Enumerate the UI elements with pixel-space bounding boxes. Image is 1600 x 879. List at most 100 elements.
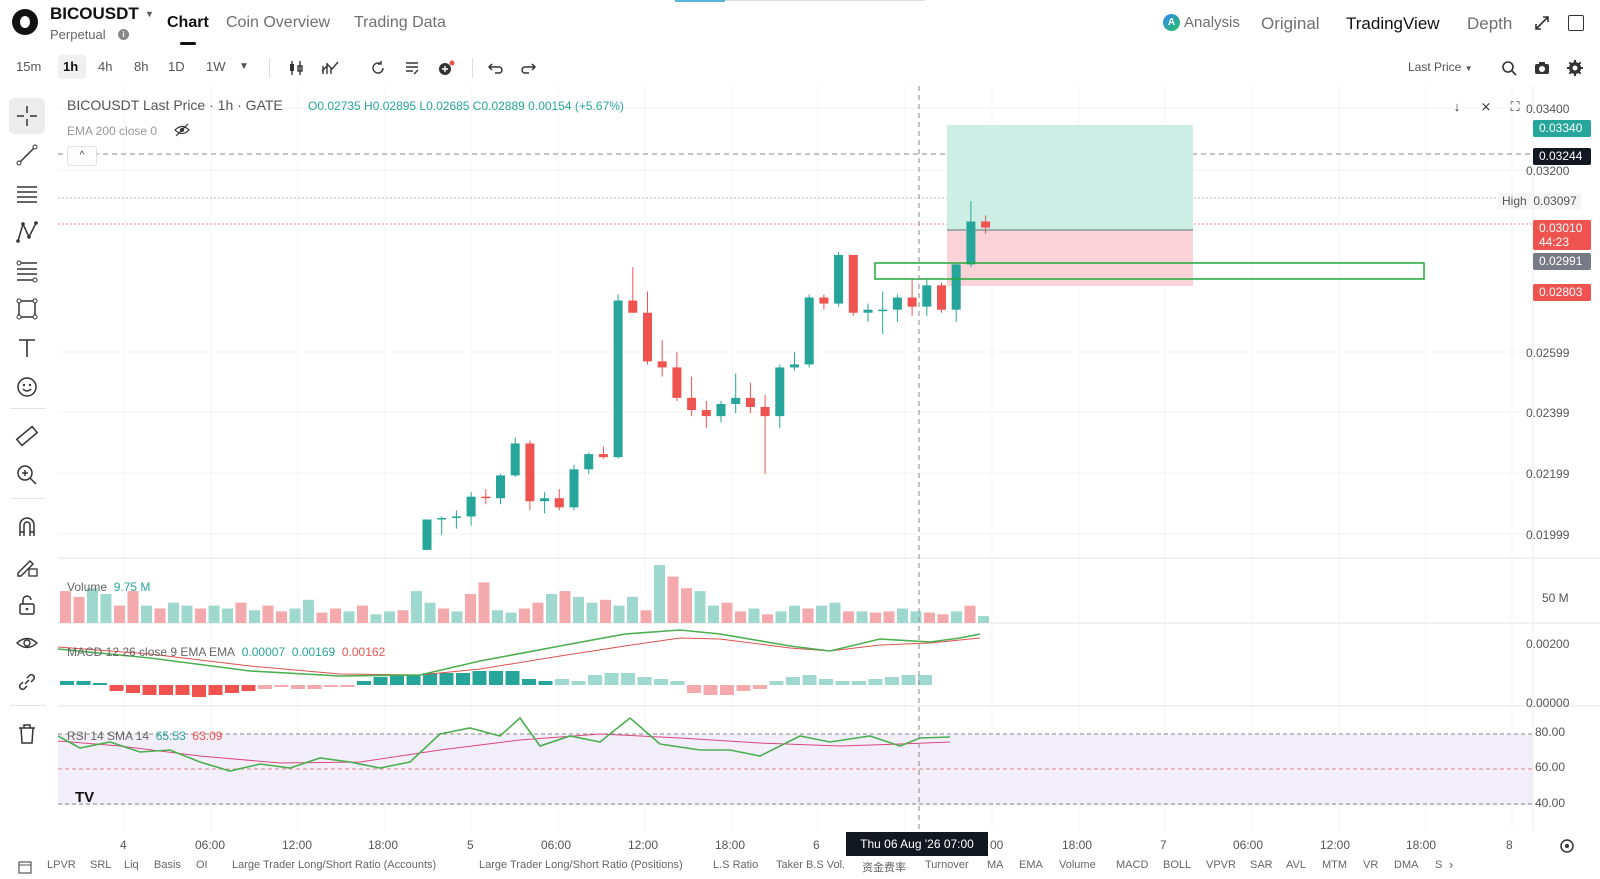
- indicator-basis[interactable]: Basis: [154, 859, 181, 871]
- horizontal-lines-icon[interactable]: [14, 181, 40, 207]
- ema-indicator-label[interactable]: EMA 200 close 0: [67, 124, 158, 138]
- timeframe-1w[interactable]: 1W: [206, 59, 226, 74]
- templates-icon[interactable]: [402, 58, 422, 78]
- indicator-taker-vol[interactable]: Taker B.S Vol.: [776, 859, 846, 871]
- indicator-ls-positions[interactable]: Large Trader Long/Short Ratio (Positions…: [479, 859, 683, 871]
- trend-line-icon[interactable]: [14, 142, 40, 168]
- timeframe-4h[interactable]: 4h: [98, 59, 113, 74]
- settings-gear-icon[interactable]: [1565, 58, 1585, 78]
- expand-icon[interactable]: [1534, 15, 1550, 31]
- crosshair-time-label: Thu 06 Aug '26 07:00: [846, 832, 988, 856]
- loss-zone[interactable]: [947, 230, 1193, 286]
- macd-bar: [538, 681, 553, 685]
- timeframe-dropdown-icon[interactable]: ▼: [239, 61, 249, 72]
- indicator-ls-ratio[interactable]: L.S Ratio: [713, 859, 759, 871]
- draw-mode-icon[interactable]: [14, 553, 40, 579]
- volume-bar: [195, 608, 206, 623]
- indicator-avl[interactable]: AVL: [1286, 859, 1306, 871]
- time-tick: 6: [813, 838, 820, 852]
- indicators-icon[interactable]: [320, 58, 340, 78]
- fullscreen-icon[interactable]: [1568, 15, 1584, 31]
- symbol-selector[interactable]: BICOUSDT: [50, 4, 139, 23]
- volume-bar: [343, 611, 355, 623]
- indicator-ma[interactable]: MA: [987, 859, 1004, 871]
- replay-icon[interactable]: [368, 58, 388, 78]
- indicator-ls-accounts[interactable]: Large Trader Long/Short Ratio (Accounts): [232, 859, 437, 871]
- candle-body: [466, 496, 476, 517]
- indicator-macd[interactable]: MACD: [1116, 859, 1149, 871]
- zone-rectangle[interactable]: [874, 262, 1425, 280]
- indicator-oi[interactable]: OI: [196, 859, 208, 871]
- calendar-icon[interactable]: [18, 860, 32, 874]
- symbol-caret-icon[interactable]: ▼: [145, 9, 154, 19]
- indicator-ema[interactable]: EMA: [1019, 859, 1043, 871]
- text-tool-icon[interactable]: [14, 335, 40, 361]
- rectangle-icon[interactable]: [14, 296, 40, 322]
- indicator-vr[interactable]: VR: [1363, 859, 1379, 871]
- zoom-in-icon[interactable]: [14, 462, 40, 488]
- indicator-boll[interactable]: BOLL: [1163, 859, 1192, 871]
- analysis-button[interactable]: Analysis: [1184, 14, 1240, 31]
- indicator-srl[interactable]: SRL: [90, 859, 112, 871]
- analysis-icon[interactable]: A: [1163, 14, 1180, 31]
- price-source-select[interactable]: Last Price ▼: [1408, 60, 1473, 74]
- link-icon[interactable]: [14, 669, 40, 695]
- volume-bar: [775, 611, 787, 623]
- indicator-turnover[interactable]: Turnover: [925, 859, 969, 871]
- arrow-down-icon[interactable]: ↓: [1453, 99, 1461, 114]
- volume-bar: [640, 610, 652, 623]
- indicator-mtm[interactable]: MTM: [1322, 859, 1348, 871]
- hidden-eye-icon[interactable]: [173, 123, 191, 137]
- indicator-liq[interactable]: Liq: [124, 859, 139, 871]
- volume-bar: [289, 608, 301, 623]
- undo-icon[interactable]: [486, 58, 506, 78]
- magnet-icon[interactable]: [14, 514, 40, 540]
- macd-bar: [786, 677, 800, 685]
- search-icon[interactable]: [1499, 58, 1519, 78]
- time-settings-gear-icon[interactable]: [1558, 837, 1576, 855]
- indicator-funding-rate[interactable]: 资金费率: [862, 862, 906, 874]
- last-price-value: 0.03010: [1539, 221, 1583, 235]
- volume-bar: [654, 565, 665, 623]
- collapse-arrows-icon[interactable]: ⨯: [1480, 99, 1492, 114]
- timeframe-15m[interactable]: 15m: [16, 59, 42, 74]
- crosshair-icon[interactable]: [14, 103, 40, 129]
- indicator-sar[interactable]: SAR: [1250, 859, 1273, 871]
- view-depth[interactable]: Depth: [1467, 14, 1513, 33]
- view-original[interactable]: Original: [1261, 14, 1320, 33]
- camera-icon[interactable]: [1532, 58, 1552, 78]
- ruler-icon[interactable]: [14, 423, 40, 449]
- candle-type-icon[interactable]: [286, 58, 306, 78]
- view-tradingview[interactable]: TradingView: [1346, 14, 1440, 33]
- macd-bar: [720, 685, 734, 695]
- visibility-eye-icon[interactable]: [14, 630, 40, 656]
- add-alert-icon[interactable]: [436, 58, 456, 78]
- tab-chart[interactable]: Chart: [167, 14, 209, 31]
- indicator-volume[interactable]: Volume: [1059, 859, 1096, 871]
- timeframe-8h[interactable]: 8h: [134, 59, 149, 74]
- time-tick: 12:00: [282, 838, 313, 852]
- emoji-icon[interactable]: [14, 374, 40, 400]
- collapse-legend-button[interactable]: ^: [67, 146, 97, 166]
- header-bar: BICOUSDT ▼ Perpetual i Chart Coin Overvi…: [0, 0, 1600, 46]
- profit-zone[interactable]: [947, 125, 1193, 230]
- timeframe-1d[interactable]: 1D: [168, 59, 185, 74]
- indicator-s[interactable]: S: [1435, 859, 1443, 871]
- indicator-vpvr[interactable]: VPVR: [1206, 859, 1236, 871]
- time-tick: 06:00: [541, 838, 572, 852]
- redo-icon[interactable]: [518, 58, 538, 78]
- tab-coin-overview[interactable]: Coin Overview: [226, 14, 331, 31]
- chevron-right-icon[interactable]: ›: [1449, 857, 1454, 872]
- pattern-icon[interactable]: [14, 219, 40, 245]
- maximize-icon[interactable]: ⛶: [1510, 99, 1520, 114]
- indicator-dma[interactable]: DMA: [1394, 859, 1419, 871]
- trash-icon[interactable]: [14, 721, 40, 747]
- chart-canvas[interactable]: [0, 86, 1600, 856]
- active-timeframe-bg: [58, 55, 86, 79]
- tab-trading-data[interactable]: Trading Data: [354, 14, 446, 31]
- fib-retracement-icon[interactable]: [14, 258, 40, 284]
- indicator-lpvr[interactable]: LPVR: [47, 859, 76, 871]
- info-icon[interactable]: i: [118, 29, 129, 40]
- lock-icon[interactable]: [14, 592, 40, 618]
- timeframe-1h[interactable]: 1h: [63, 59, 79, 74]
